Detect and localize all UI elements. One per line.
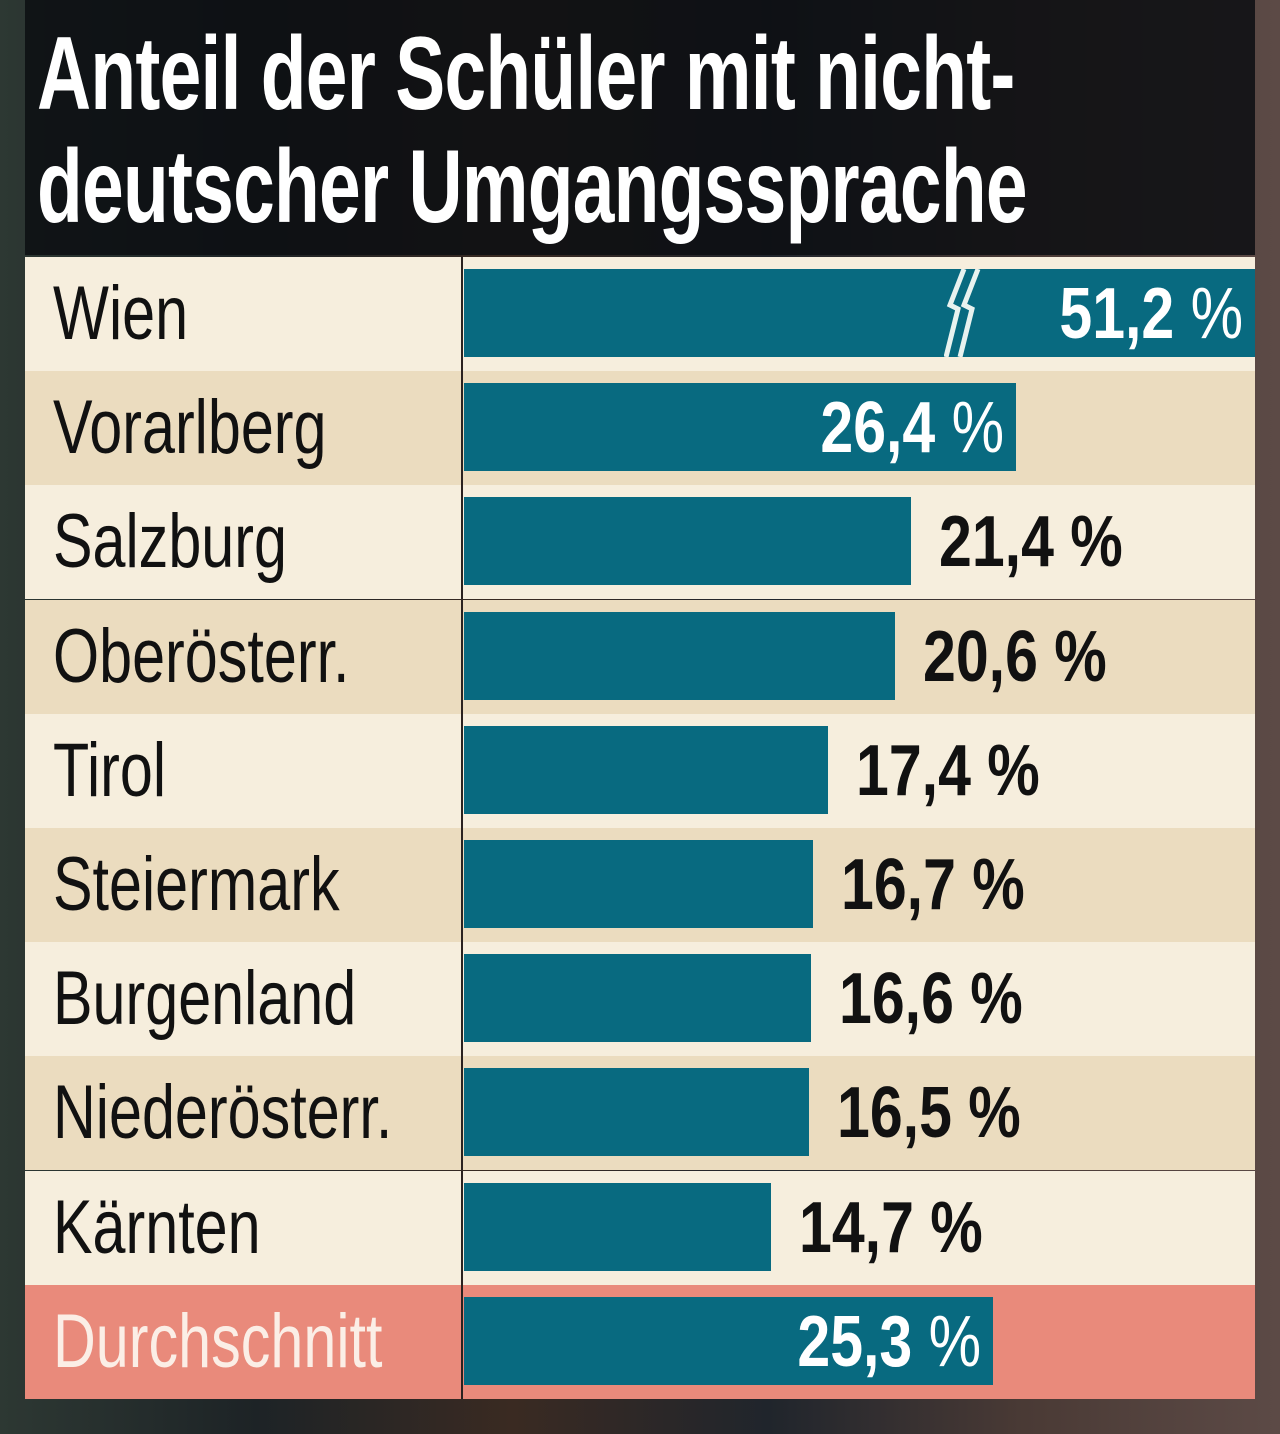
category-label: Niederösterr. <box>53 1070 393 1156</box>
value-label: 25,3 % <box>796 1301 981 1382</box>
bar-row: Steiermark 16,7 % <box>25 828 1255 942</box>
bar <box>464 1068 809 1157</box>
bar-row: Durchschnitt 25,3 % <box>25 1284 1255 1399</box>
category-label: Vorarlberg <box>53 385 327 471</box>
category-label: Burgenland <box>53 956 357 1042</box>
category-label: Steiermark <box>53 842 340 927</box>
chart-panel: Anteil der Schüler mit nicht- deutscher … <box>25 0 1255 1400</box>
bar-row: Tirol 17,4 % <box>25 713 1255 828</box>
axis-break-icon <box>944 269 981 357</box>
bar-row: Niederösterr. 16,5 % <box>25 1056 1255 1171</box>
bar <box>464 383 1016 472</box>
value-label: 16,5 % <box>836 1073 1021 1154</box>
chart-title: Anteil der Schüler mit nicht- deutscher … <box>25 0 1255 255</box>
category-label: Kärnten <box>53 1184 261 1270</box>
bar <box>464 954 811 1043</box>
category-label: Wien <box>53 271 189 356</box>
bar <box>464 725 828 814</box>
bar-row: Burgenland 16,6 % <box>25 942 1255 1057</box>
title-line-1: Anteil der Schüler mit nicht- <box>37 16 1015 132</box>
category-label: Tirol <box>53 727 167 813</box>
value-label: 16,7 % <box>841 845 1025 925</box>
value-label: 51,2 % <box>1059 274 1243 354</box>
category-label: Durchschnitt <box>53 1298 383 1384</box>
bar <box>464 1296 993 1385</box>
value-label: 17,4 % <box>855 730 1040 811</box>
bar-row: Salzburg 21,4 % <box>25 485 1255 600</box>
bar-row: Vorarlberg 26,4 % <box>25 371 1255 486</box>
column-divider <box>461 828 463 942</box>
column-divider <box>461 599 463 714</box>
bar <box>464 611 895 700</box>
bar <box>464 840 814 928</box>
value-label: 26,4 % <box>819 388 1004 469</box>
value-label: 14,7 % <box>799 1187 984 1268</box>
bar <box>464 497 912 586</box>
column-divider <box>461 485 463 600</box>
column-divider <box>461 713 463 828</box>
bar <box>464 269 1255 357</box>
category-label: Salzburg <box>53 499 287 585</box>
column-divider <box>461 1056 463 1171</box>
column-divider <box>461 1170 463 1285</box>
column-divider <box>461 257 463 371</box>
value-label: 20,6 % <box>922 616 1107 697</box>
value-label: 16,6 % <box>838 959 1023 1040</box>
bar <box>464 1182 772 1271</box>
bar-row: Kärnten 14,7 % <box>25 1170 1255 1285</box>
bar-row: Oberösterr. 20,6 % <box>25 599 1255 714</box>
column-divider <box>461 1284 463 1399</box>
column-divider <box>461 942 463 1057</box>
title-line-2: deutscher Umgangssprache <box>37 129 1027 245</box>
column-divider <box>461 371 463 486</box>
value-label: 21,4 % <box>939 502 1124 583</box>
bar-row: Wien 51,2 % <box>25 257 1255 371</box>
category-label: Oberösterr. <box>53 613 350 699</box>
